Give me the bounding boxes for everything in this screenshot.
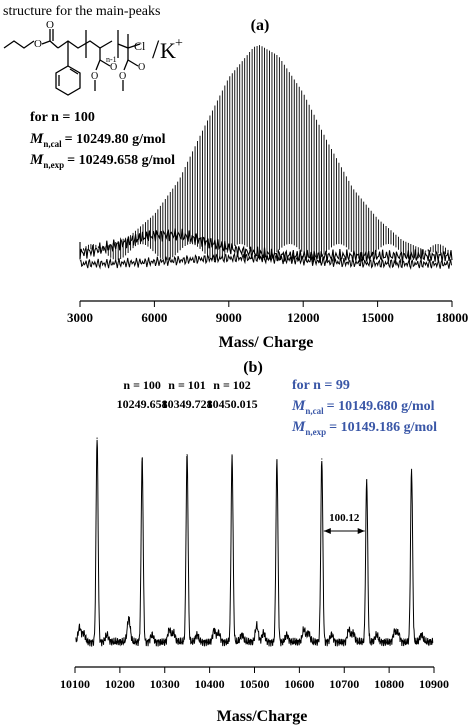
annot-a-mexp: Mn,exp = 10249.658 g/mol <box>29 152 175 170</box>
terminal-carbonyl <box>127 59 139 67</box>
chart-b-main-peak <box>186 454 188 456</box>
chart-b-peak-n-label: n = 102 <box>213 378 251 392</box>
chart-b-tick-label: 10600 <box>284 677 314 691</box>
spacing-label: 100.12 <box>329 512 360 524</box>
chart-b-peak-mass-label: 10349.728 <box>162 397 213 411</box>
chart-b-tick-label: 10500 <box>240 677 270 691</box>
terminal-ester-oxygen: O <box>119 71 126 82</box>
structure-caption: structure for the main-peaks <box>3 4 160 19</box>
chart-b-x-ticks: 10100 10200 10300 10400 10500 10600 10700 10800… <box>60 667 449 691</box>
annot-a-n: for n = 100 <box>30 110 95 125</box>
counterion-slash: / <box>152 35 160 64</box>
panel-a-label: (a) <box>251 17 270 34</box>
chlorine-atom: Cl <box>134 39 146 53</box>
counterion-symbol: K <box>160 38 176 63</box>
chart-b-peak-n-label: n = 101 <box>168 378 206 392</box>
chart-b-tick-label: 10700 <box>329 677 359 691</box>
counterion-charge: + <box>175 36 183 51</box>
terminal-bond <box>117 43 129 49</box>
chart-b-spacing-marker: 100.12 <box>323 512 365 534</box>
chart-a-plot-area <box>79 45 453 270</box>
backbone-bonds <box>57 40 113 49</box>
annot-b-n: for n = 99 <box>292 378 350 393</box>
chart-a-tick-label: 3000 <box>67 310 93 325</box>
panel-a-annotation: for n = 100 Mn,cal = 10249.80 g/mol Mn,ex… <box>29 110 175 170</box>
ester-oxygen-1: O <box>34 38 42 50</box>
chart-b-peak-mass-label: 10450.015 <box>207 397 258 411</box>
chart-b-main-peak <box>321 458 323 460</box>
spacing-arrow-head-left <box>323 528 331 534</box>
annot-b-mexp: Mn,exp = 10149.186 g/mol <box>291 419 437 437</box>
chart-b-plot-area <box>75 437 434 647</box>
chart-a-tick-label: 6000 <box>141 310 167 325</box>
chart-b-tick-label: 10400 <box>195 677 225 691</box>
chart-b: (b) for n = 99 Mn,cal = 10149.680 g/mol M… <box>60 359 449 725</box>
chart-a-baseline-lower <box>79 252 452 270</box>
annot-b-mcal: Mn,cal = 10149.680 g/mol <box>291 398 435 416</box>
panel-b-label: (b) <box>243 359 263 376</box>
chart-b-main-peak <box>231 456 233 458</box>
terminal-ester-o-bond <box>123 59 129 71</box>
repeat-carbonyl <box>99 59 111 67</box>
chart-b-main-peak <box>410 468 413 470</box>
chart-b-main-peak <box>141 458 143 460</box>
repeat-ester-o-bond <box>95 59 101 71</box>
phenyl-double-2 <box>69 68 79 75</box>
chart-b-peak-mass-label: 10249.658 <box>117 397 168 411</box>
chart-b-spectrum-trace <box>75 439 434 647</box>
repeat-ester-oxygen: O <box>91 71 98 82</box>
terminal-carbonyl-oxygen: O <box>138 62 145 73</box>
chart-b-main-peak <box>96 437 98 439</box>
chart-b-tick-label: 10200 <box>105 677 135 691</box>
chart-b-tick-label: 10100 <box>60 677 90 691</box>
chart-a-tick-label: 9000 <box>216 310 242 325</box>
chlorine-bond <box>127 43 141 49</box>
panel-b-annotation: for n = 99 Mn,cal = 10149.680 g/mol Mn,ex… <box>291 378 437 437</box>
spacing-arrow-head-right <box>357 528 365 534</box>
chart-b-main-peak <box>366 479 368 481</box>
chart-b-main-peak <box>276 460 278 462</box>
annot-a-mcal: Mn,cal = 10249.80 g/mol <box>29 131 166 149</box>
ester-bond-1 <box>41 40 59 49</box>
chart-a-xlabel: Mass/ Charge <box>219 334 314 351</box>
chemical-structure: structure for the main-peaks O O n-1 O O… <box>3 4 183 96</box>
repeat-carbonyl-oxygen: O <box>110 62 117 73</box>
repeat-subscript: n-1 <box>106 55 117 64</box>
chart-a-tick-label: 15000 <box>361 310 394 325</box>
chart-b-tick-label: 10800 <box>374 677 404 691</box>
chart-a-baseline-noise <box>79 228 453 263</box>
ethyl-ester-bonds <box>3 40 35 49</box>
chart-b-tick-label: 10900 <box>419 677 449 691</box>
chart-b-tick-label: 10300 <box>150 677 180 691</box>
chart-a-tick-label: 18000 <box>436 310 469 325</box>
chart-a-x-ticks: 3000 6000 9000 12000 15000 18000 <box>67 301 468 325</box>
chart-b-xlabel: Mass/Charge <box>217 708 308 725</box>
carbonyl-oxygen-1: O <box>46 19 54 31</box>
chart-a-tick-label: 12000 <box>287 310 320 325</box>
phenyl-ring <box>55 65 81 96</box>
chart-a: (a) 3000 6000 9000 12000 15000 18000 Mass/ Ch… <box>67 17 468 351</box>
chart-b-peak-n-label: n = 100 <box>123 378 161 392</box>
